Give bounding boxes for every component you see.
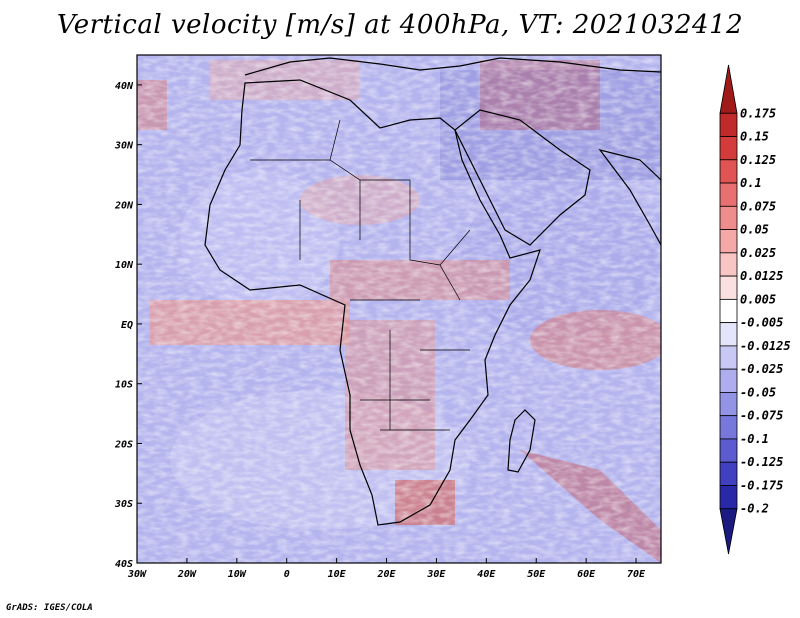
velocity-field xyxy=(137,55,661,563)
lon-tick-label: 10E xyxy=(328,569,347,580)
lat-tick-label: 30N xyxy=(114,141,134,152)
colorbar-swatch xyxy=(719,485,738,510)
africa-outline xyxy=(204,79,541,526)
country-borders xyxy=(250,119,471,431)
colorbar-swatch xyxy=(719,438,738,463)
lat-tick-label: 20S xyxy=(114,439,133,450)
lon-tick-label: 0 xyxy=(284,569,290,580)
colorbar-label: -0.175 xyxy=(740,478,783,492)
colorbar-swatch xyxy=(719,252,738,277)
lon-tick-label: 70E xyxy=(627,569,646,580)
colorbar-label: -0.05 xyxy=(740,385,776,399)
colorbar-swatch xyxy=(719,159,738,184)
coastlines xyxy=(204,57,661,526)
colorbar-swatch xyxy=(719,461,738,486)
colorbar-label: -0.005 xyxy=(740,316,783,330)
chart-title: Vertical velocity [m/s] at 400hPa, VT: 2… xyxy=(56,10,744,40)
colorbar-swatch xyxy=(719,298,738,324)
colorbar-swatch xyxy=(719,392,738,417)
colorbar-swatch xyxy=(719,508,738,555)
colorbar-swatch xyxy=(719,205,738,230)
lon-tick-label: 60E xyxy=(577,569,596,580)
lon-tick-label: 20E xyxy=(376,569,396,580)
colorbar-swatch xyxy=(719,64,738,114)
colorbar-label: 0.075 xyxy=(740,199,776,213)
lat-tick-label: EQ xyxy=(121,320,133,331)
longitude-axis: 30W 20W 10W 0 10E 20E 30E 40E 50E 60E 70E xyxy=(127,558,646,580)
colorbar-label: -0.0125 xyxy=(740,339,791,353)
lat-tick-label: 20N xyxy=(114,200,134,211)
lat-tick-label: 40N xyxy=(115,81,134,92)
colorbar-label: -0.075 xyxy=(740,409,783,423)
colorbar-swatch xyxy=(719,182,738,207)
colorbar-label: 0.15 xyxy=(740,130,769,144)
credit-text: GrADS: IGES/COLA xyxy=(6,603,93,613)
colorbar-label: 0.175 xyxy=(740,106,776,120)
colorbar-label: -0.1 xyxy=(740,432,769,446)
lon-tick-label: 30W xyxy=(127,569,147,580)
colorbar-swatch xyxy=(719,229,738,254)
india-outline xyxy=(598,149,661,246)
colorbar-swatch xyxy=(719,415,738,440)
europe-outline xyxy=(244,57,661,76)
colorbar-swatch xyxy=(719,368,738,393)
colorbar-swatch xyxy=(719,275,738,300)
colorbar-swatch xyxy=(719,322,738,347)
colorbar-label: -0.2 xyxy=(740,502,769,516)
colorbar-swatch xyxy=(719,112,738,137)
lon-tick-label: 30E xyxy=(426,569,446,580)
lat-tick-label: 40S xyxy=(115,559,133,570)
madagascar-outline xyxy=(507,409,536,473)
colorbar-label: -0.025 xyxy=(740,362,783,376)
plot-frame xyxy=(136,54,662,564)
colorbar-swatch xyxy=(719,136,738,161)
colorbar-label: 0.005 xyxy=(740,292,776,306)
lat-tick-label: 10S xyxy=(115,380,133,391)
colorbar-label: 0.1 xyxy=(740,176,762,190)
colorbar-label: 0.0125 xyxy=(740,269,783,283)
colorbar-label: 0.025 xyxy=(740,246,776,260)
colorbar-swatch xyxy=(719,345,738,370)
lat-tick-label: 30S xyxy=(114,499,133,510)
colorbar-label: -0.125 xyxy=(740,455,783,469)
lat-tick-label: 10N xyxy=(115,260,134,271)
arabia-outline xyxy=(454,109,591,246)
lon-tick-label: 20W xyxy=(177,569,197,580)
lon-tick-label: 10W xyxy=(228,569,247,580)
colorbar-label: 0.05 xyxy=(740,223,769,237)
lon-tick-label: 50E xyxy=(527,569,546,580)
colorbar: 0.175 0.15 0.125 0.1 0.075 0.05 0.025 0.0125 0.0… xyxy=(719,64,791,555)
lon-tick-label: 40E xyxy=(477,569,496,580)
latitude-axis: 40N 30N 20N 10N EQ 10S 20S 30S 40S xyxy=(114,81,142,570)
colorbar-label: 0.125 xyxy=(740,153,776,167)
